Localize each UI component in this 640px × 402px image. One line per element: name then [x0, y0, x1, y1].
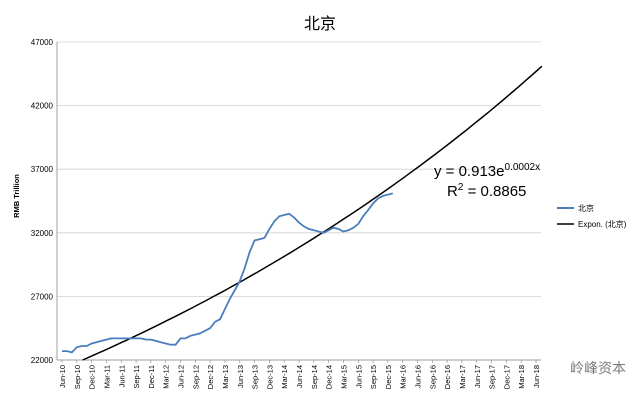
- x-tick-label: Dec-16: [443, 365, 452, 389]
- x-tick-label: Mar-18: [517, 365, 526, 389]
- x-tick-label: Jun-12: [177, 365, 186, 388]
- y-tick-label: 32000: [31, 229, 54, 238]
- x-tick-label: Mar-13: [221, 365, 230, 389]
- legend: 北京 Expon. (北京): [557, 203, 627, 229]
- x-tick-label: Mar-15: [339, 365, 348, 389]
- x-tick-label: Mar-12: [162, 365, 171, 389]
- chart-title: 北京: [303, 14, 336, 33]
- x-tick-label: Jun-10: [58, 365, 67, 388]
- x-tick-label: Mar-14: [280, 365, 289, 389]
- r-squared-text: R2 = 0.8865: [447, 182, 526, 200]
- x-tick-label: Sep-11: [132, 365, 141, 389]
- legend-label-trend: Expon. (北京): [578, 219, 627, 229]
- x-tick-label: Dec-10: [88, 365, 97, 389]
- x-tick-label: Dec-11: [147, 365, 156, 389]
- x-tick-label: Dec-13: [265, 365, 274, 389]
- x-tick-label: Mar-17: [458, 365, 467, 389]
- x-tick-label: Sep-10: [73, 365, 82, 389]
- watermark: 岭峰资本: [570, 361, 626, 377]
- x-tick-label: Mar-11: [102, 365, 111, 388]
- x-tick-label: Jun-17: [473, 365, 482, 388]
- x-tick-label: Sep-12: [191, 365, 200, 389]
- x-tick-label: Jun-16: [414, 365, 423, 388]
- series-line-beijing: [62, 192, 394, 354]
- x-tick-label: Jun-18: [532, 365, 541, 388]
- x-tick-label: Jun-15: [354, 365, 363, 388]
- x-tick-label: Dec-15: [384, 365, 393, 389]
- grid-lines: [57, 41, 541, 361]
- x-tick-label: Mar-16: [399, 365, 408, 389]
- x-tick-label: Sep-17: [488, 365, 497, 389]
- x-tick-label: Sep-14: [310, 365, 319, 389]
- y-tick-label: 42000: [31, 102, 54, 111]
- trendline-expon: [82, 65, 543, 361]
- y-tick-label: 27000: [31, 292, 54, 301]
- x-tick-label: Dec-12: [206, 365, 215, 389]
- x-axis-ticks: Jun-10 Sep-10 Dec-10 Mar-11 Jun-11 Sep-11 Dec-…: [58, 360, 541, 389]
- x-tick-label: Jun-13: [236, 365, 245, 388]
- x-tick-label: Jun-14: [295, 365, 304, 388]
- y-axis-label: RMB Trillion: [12, 174, 21, 218]
- trendline-equation-text: y = 0.913e0.0002x: [434, 162, 540, 180]
- x-tick-label: Dec-17: [502, 365, 511, 389]
- legend-label-beijing: 北京: [578, 203, 594, 213]
- trendline-equation: y = 0.913e0.0002x R2 = 0.8865: [434, 162, 540, 200]
- y-tick-label: 37000: [31, 165, 54, 174]
- y-axis-ticks: 22000 27000 32000 37000 42000 47000: [31, 38, 54, 365]
- x-tick-label: Sep-16: [428, 365, 437, 389]
- y-tick-label: 22000: [31, 356, 54, 365]
- x-tick-label: Sep-13: [251, 365, 260, 389]
- x-tick-label: Sep-15: [369, 365, 378, 389]
- x-tick-label: Dec-14: [325, 365, 334, 389]
- x-tick-label: Jun-11: [117, 365, 126, 387]
- y-tick-label: 47000: [31, 38, 54, 47]
